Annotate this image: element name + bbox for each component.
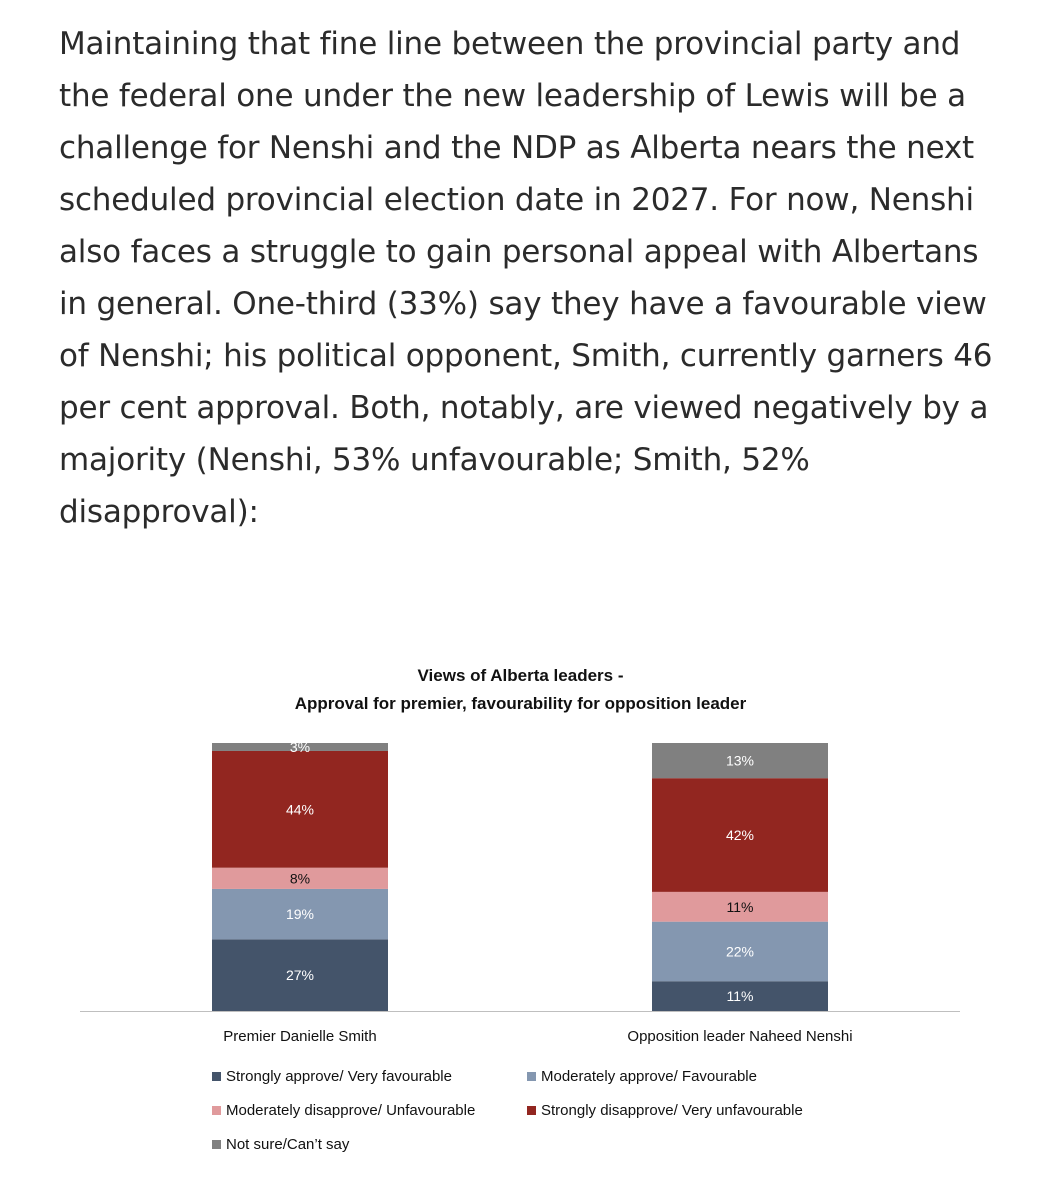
legend-swatch [527,1106,536,1115]
legend-swatch [212,1072,221,1081]
data-label: 42% [726,827,754,843]
legend-swatch [212,1106,221,1115]
data-label: 27% [286,967,314,983]
legend-item-strongly-disapprove: Strongly disapprove/ Very unfavourable [527,1102,803,1119]
bar-segment [212,939,388,1011]
bar-segment [212,750,388,868]
legend-label: Moderately disapprove/ Unfavourable [226,1102,476,1119]
legend-item-moderately-disapprove: Moderately disapprove/ Unfavourable [212,1102,475,1119]
bar-segment [652,778,828,892]
legend-label: Not sure/Can’t say [226,1136,350,1153]
data-label: 44% [286,801,314,817]
legend-item-not-sure: Not sure/Can’t say [212,1136,349,1153]
data-label: 11% [727,899,754,915]
legend-label: Strongly approve/ Very favourable [226,1068,452,1085]
bar-segment [652,743,828,779]
bar-segment [652,981,828,1011]
chart-subtitle: Approval for premier, favourability for … [294,694,747,713]
legend-item-strongly-approve: Strongly approve/ Very favourable [212,1068,452,1085]
category-label: Premier Danielle Smith [223,1028,376,1045]
legend-item-moderately-approve: Moderately approve/ Favourable [527,1068,757,1085]
category-label: Opposition leader Naheed Nenshi [627,1028,852,1045]
data-label: 3% [290,739,310,755]
data-label: 19% [286,906,314,922]
bar-segment [212,743,388,751]
bar-segment [212,867,388,889]
bar-segment [652,921,828,982]
chart-title: Views of Alberta leaders - [417,666,624,685]
article-paragraph: Maintaining that fine line between the p… [59,26,993,530]
legend-label: Strongly disapprove/ Very unfavourable [541,1102,803,1119]
data-label: 8% [290,870,310,886]
data-label: 11% [727,988,754,1004]
bar-segment [652,891,828,922]
legend-swatch [212,1140,221,1149]
data-label: 22% [726,943,754,959]
legend-label: Moderately approve/ Favourable [541,1068,757,1085]
legend-swatch [527,1072,536,1081]
bar-segment [212,888,388,940]
data-label: 13% [726,753,754,769]
